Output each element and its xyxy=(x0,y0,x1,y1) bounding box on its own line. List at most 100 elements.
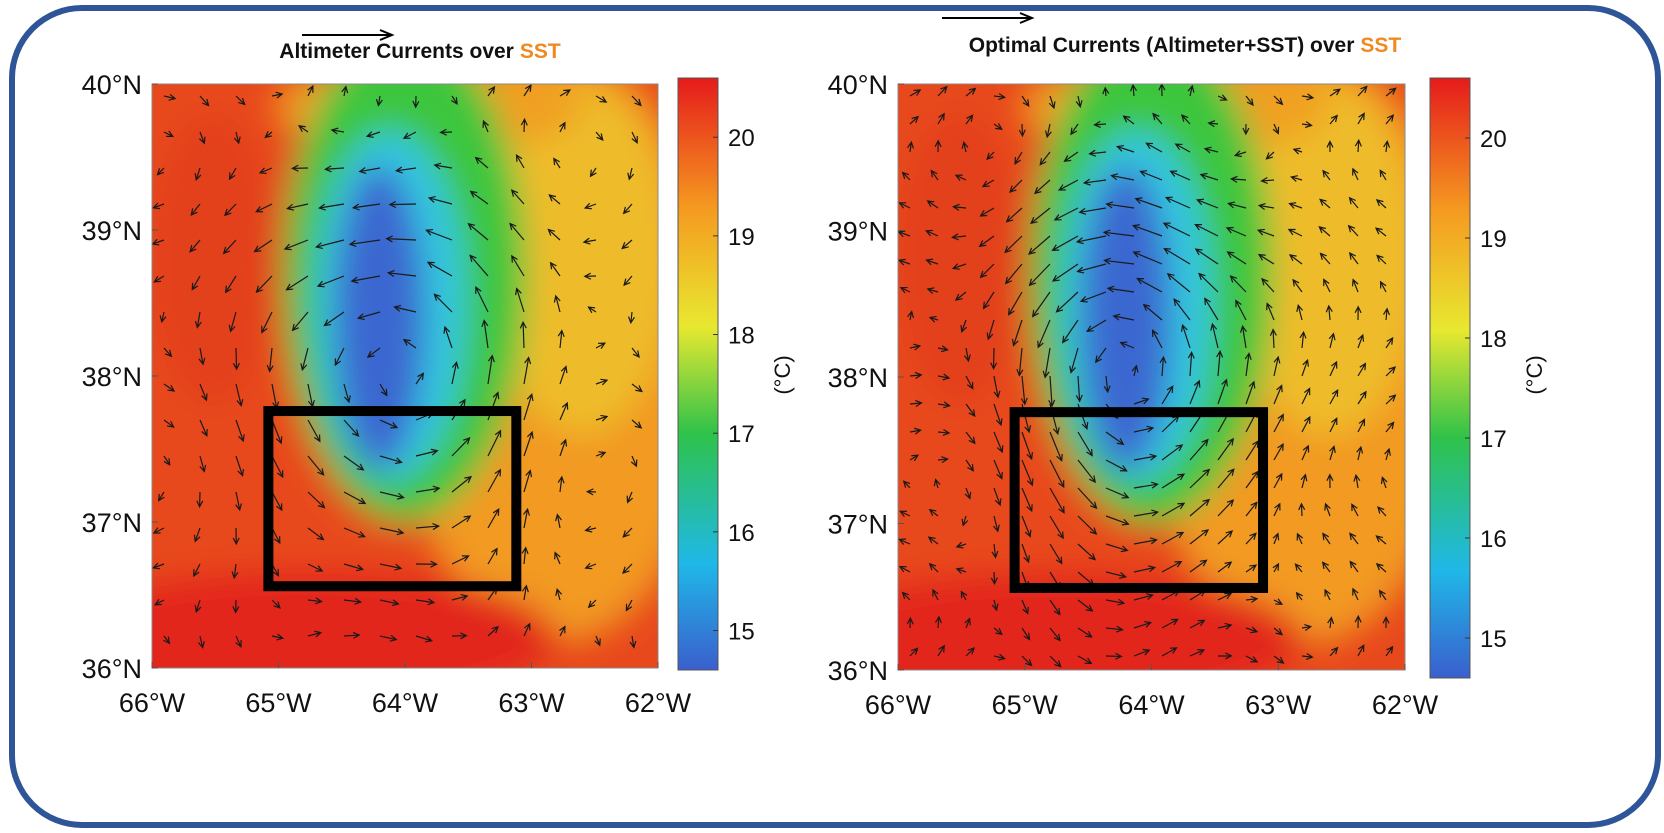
arrow xyxy=(163,455,171,466)
arrow xyxy=(1319,252,1331,265)
arrow xyxy=(415,523,441,531)
arrow xyxy=(1198,272,1219,293)
arrow xyxy=(909,343,922,351)
arrow xyxy=(1288,202,1303,209)
arrow xyxy=(1296,532,1304,545)
arrow xyxy=(901,171,911,181)
arrow xyxy=(1008,291,1023,316)
arrow xyxy=(426,261,453,277)
reference-arrow xyxy=(942,12,1035,24)
arrow xyxy=(1133,593,1154,601)
arrow xyxy=(1273,355,1281,377)
arrow xyxy=(235,455,245,477)
arrow xyxy=(343,563,365,572)
arrow xyxy=(993,487,1002,507)
panel-title: Optimal Currents (Altimeter+SST) over SST xyxy=(969,34,1402,57)
arrow xyxy=(1301,93,1315,101)
arrow xyxy=(469,254,489,277)
arrow xyxy=(1376,254,1387,265)
arrow xyxy=(1042,347,1051,379)
arrow xyxy=(1105,431,1125,446)
arrow xyxy=(451,360,459,385)
colorbar-tick-label: 15 xyxy=(1480,626,1507,653)
arrow xyxy=(1357,418,1366,433)
arrow xyxy=(415,448,439,457)
arrow xyxy=(993,93,1007,101)
arrow xyxy=(1031,291,1051,318)
arrow xyxy=(978,235,995,248)
arrow xyxy=(1273,95,1284,106)
arrow xyxy=(1378,589,1387,601)
arrow xyxy=(482,119,489,133)
arrow xyxy=(622,563,633,574)
arrow xyxy=(433,162,453,170)
arrow xyxy=(1301,624,1313,631)
arrow xyxy=(520,117,528,133)
arrow xyxy=(154,598,165,606)
arrow xyxy=(1152,112,1163,125)
arrow xyxy=(1260,176,1275,185)
arrow xyxy=(1028,263,1051,287)
arrow xyxy=(1287,228,1303,237)
arrow xyxy=(990,571,998,586)
arrow xyxy=(1354,138,1362,153)
arrow xyxy=(1217,652,1233,660)
arrow xyxy=(927,536,939,545)
arrow xyxy=(1245,595,1259,603)
arrow xyxy=(932,588,939,601)
arrow xyxy=(954,174,967,181)
arrow xyxy=(264,131,273,139)
arrow xyxy=(965,431,976,445)
arrow xyxy=(1162,222,1191,237)
arrow xyxy=(1070,123,1079,136)
arrow xyxy=(595,378,609,386)
arrow xyxy=(1326,140,1334,153)
arrow xyxy=(1349,560,1359,573)
arrow xyxy=(1134,197,1163,209)
arrow xyxy=(1225,226,1247,237)
colorbar-tick-label: 15 xyxy=(728,619,755,646)
arrow xyxy=(986,319,995,341)
arrow xyxy=(1049,543,1063,565)
arrow xyxy=(334,347,345,367)
arrow xyxy=(356,311,381,321)
arrow xyxy=(631,95,642,107)
arrow xyxy=(1122,115,1135,125)
arrow xyxy=(1329,88,1341,97)
arrow xyxy=(1020,375,1028,406)
arrow xyxy=(152,202,165,210)
arrow xyxy=(193,527,201,543)
arrow xyxy=(163,419,175,428)
arrow xyxy=(163,93,177,101)
arrow xyxy=(961,515,969,527)
map-panel: Altimeter Currents over SST 66°W 65°W 64°W 63… xyxy=(82,29,795,718)
arrow xyxy=(1301,653,1314,661)
arrow xyxy=(194,311,202,329)
arrow xyxy=(379,383,388,397)
arrow xyxy=(1161,502,1186,517)
arrow xyxy=(582,237,597,245)
arrow xyxy=(1004,235,1023,254)
arrow xyxy=(981,179,995,188)
arrow xyxy=(1029,207,1051,225)
arrow xyxy=(899,286,911,294)
arrow xyxy=(1136,277,1163,293)
arrow xyxy=(622,527,633,538)
arrow xyxy=(253,239,273,253)
arrow xyxy=(937,345,949,353)
arrow xyxy=(937,644,945,657)
arrow xyxy=(1298,502,1306,517)
arrow xyxy=(343,527,366,538)
arrow xyxy=(1161,444,1184,461)
arrow xyxy=(1033,179,1051,195)
arrow xyxy=(232,347,240,371)
arrow xyxy=(159,311,167,324)
arrow xyxy=(1077,599,1094,612)
arrow xyxy=(1269,328,1277,349)
arrow xyxy=(330,127,345,135)
arrow xyxy=(1142,303,1163,321)
arrow xyxy=(487,547,498,565)
arrow xyxy=(199,95,210,107)
colorbar-label: (°C) xyxy=(1522,355,1547,394)
arrow xyxy=(1105,598,1126,606)
